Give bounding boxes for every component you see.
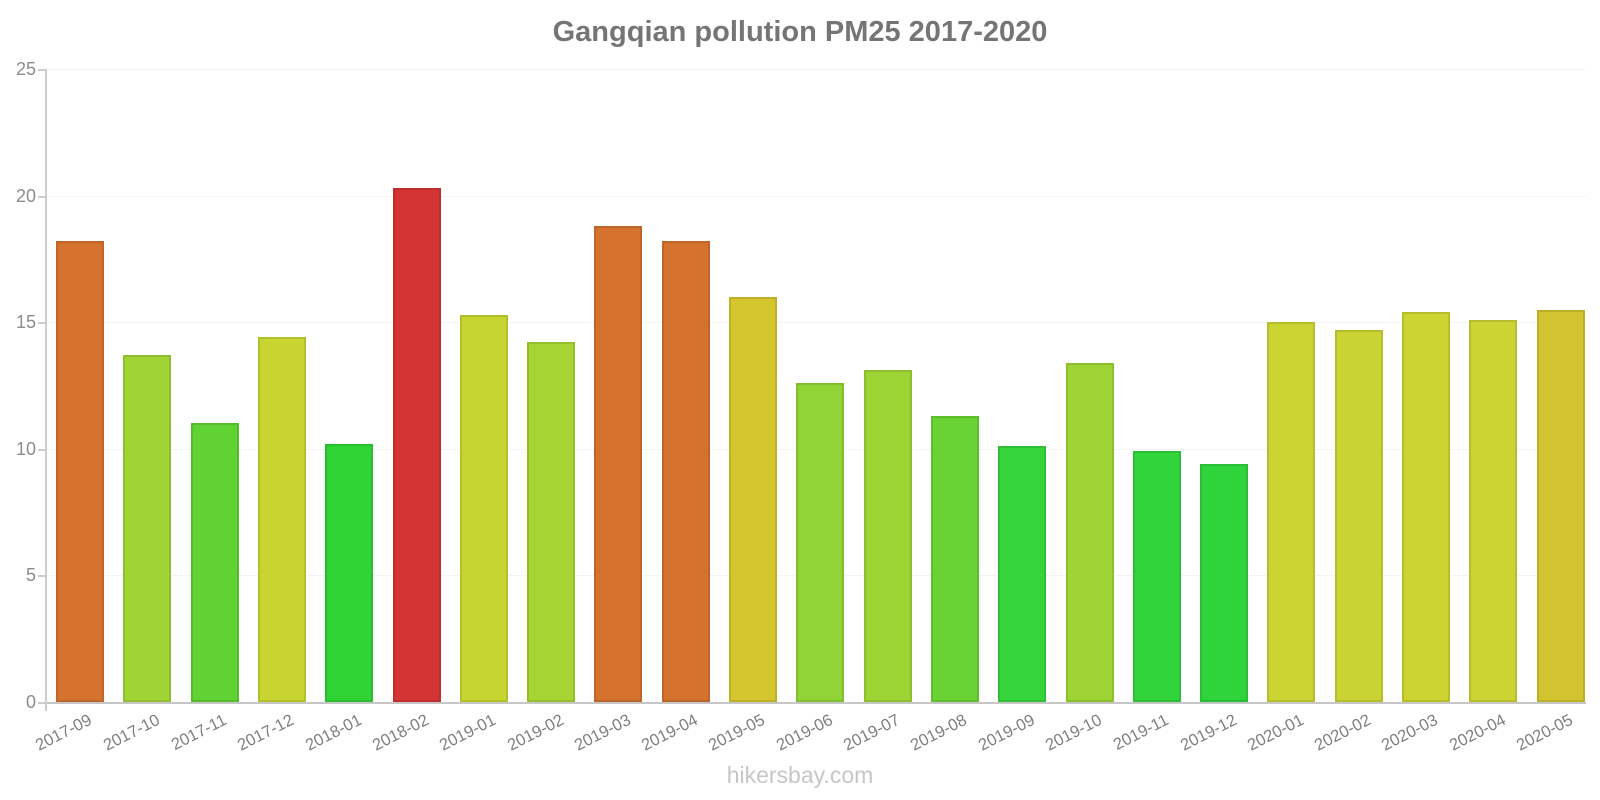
x-axis-label-2019-04: 2019-04 bbox=[638, 711, 701, 755]
chart-title: Gangqian pollution PM25 2017-2020 bbox=[552, 16, 1048, 48]
bar-2019-08[interactable] bbox=[931, 416, 979, 702]
bar-2018-02[interactable] bbox=[393, 188, 441, 702]
bar-2019-02[interactable] bbox=[527, 342, 575, 702]
x-axis-label-2019-12: 2019-12 bbox=[1177, 711, 1240, 755]
y-axis-tick bbox=[38, 69, 45, 71]
bar-2020-03[interactable] bbox=[1402, 312, 1450, 702]
x-axis-label-2019-07: 2019-07 bbox=[840, 711, 903, 755]
bar-2018-01[interactable] bbox=[325, 444, 373, 702]
x-axis-label-2019-02: 2019-02 bbox=[504, 711, 567, 755]
bar-2019-03[interactable] bbox=[594, 226, 642, 702]
bar-2019-04[interactable] bbox=[662, 241, 710, 702]
x-axis-line bbox=[44, 702, 1586, 704]
x-axis-label-2019-10: 2019-10 bbox=[1042, 711, 1105, 755]
y-axis-tick bbox=[38, 702, 45, 704]
y-axis-tick-label-0: 0 bbox=[25, 692, 36, 712]
y-axis-tick bbox=[38, 322, 45, 324]
bar-2019-10[interactable] bbox=[1066, 363, 1114, 702]
bar-2020-04[interactable] bbox=[1469, 320, 1517, 702]
x-axis-label-2019-05: 2019-05 bbox=[706, 711, 769, 755]
bar-2019-07[interactable] bbox=[864, 370, 912, 702]
y-axis-tick-label-15: 15 bbox=[15, 312, 36, 332]
y-gridline-20 bbox=[46, 196, 1586, 197]
bar-2019-09[interactable] bbox=[998, 446, 1046, 702]
bar-2019-05[interactable] bbox=[729, 297, 777, 702]
x-axis-label-2019-11: 2019-11 bbox=[1110, 711, 1172, 754]
x-axis-label-2020-01: 2020-01 bbox=[1244, 711, 1307, 755]
bar-2017-11[interactable] bbox=[191, 423, 239, 702]
y-axis-tick-label-25: 25 bbox=[15, 59, 36, 79]
x-axis-label-2018-01: 2018-01 bbox=[302, 711, 365, 755]
x-axis-label-2020-02: 2020-02 bbox=[1311, 711, 1374, 755]
x-axis-label-2020-05: 2020-05 bbox=[1513, 711, 1576, 755]
y-gridline-15 bbox=[46, 322, 1586, 323]
x-axis-label-2017-10: 2017-10 bbox=[100, 711, 163, 755]
bar-2019-11[interactable] bbox=[1133, 451, 1181, 702]
x-axis-label-2017-12: 2017-12 bbox=[234, 711, 298, 755]
y-axis-line bbox=[45, 69, 47, 702]
x-axis-origin-tick bbox=[45, 702, 47, 711]
bar-2019-12[interactable] bbox=[1200, 464, 1248, 702]
x-axis-label-2019-08: 2019-08 bbox=[907, 711, 971, 755]
bar-2020-01[interactable] bbox=[1267, 322, 1315, 702]
bar-2017-12[interactable] bbox=[258, 337, 306, 702]
bar-2017-09[interactable] bbox=[56, 241, 104, 702]
x-axis-label-2020-04: 2020-04 bbox=[1446, 711, 1509, 755]
x-axis-label-2017-09: 2017-09 bbox=[33, 711, 96, 755]
y-axis-tick bbox=[38, 196, 45, 198]
y-axis-tick bbox=[38, 575, 45, 577]
y-axis-tick-label-20: 20 bbox=[15, 186, 36, 206]
x-axis-label-2019-09: 2019-09 bbox=[975, 711, 1038, 755]
y-axis-tick-label-5: 5 bbox=[25, 565, 36, 585]
watermark-text: hikersbay.com bbox=[726, 762, 874, 788]
bar-2020-02[interactable] bbox=[1335, 330, 1383, 702]
x-axis-label-2017-11: 2017-11 bbox=[168, 711, 230, 754]
x-axis-label-2019-01: 2019-01 bbox=[436, 711, 499, 755]
bar-2020-05[interactable] bbox=[1537, 310, 1585, 702]
bar-2019-01[interactable] bbox=[460, 315, 508, 702]
y-axis-tick-label-10: 10 bbox=[15, 439, 36, 459]
y-axis-tick bbox=[38, 449, 45, 451]
x-axis-label-2020-03: 2020-03 bbox=[1379, 711, 1442, 755]
x-axis-label-2019-03: 2019-03 bbox=[571, 711, 634, 755]
x-axis-label-2018-02: 2018-02 bbox=[369, 711, 432, 755]
x-axis-label-2019-06: 2019-06 bbox=[773, 711, 836, 755]
bar-2019-06[interactable] bbox=[796, 383, 844, 702]
bar-2017-10[interactable] bbox=[123, 355, 171, 702]
y-gridline-25 bbox=[46, 69, 1586, 70]
